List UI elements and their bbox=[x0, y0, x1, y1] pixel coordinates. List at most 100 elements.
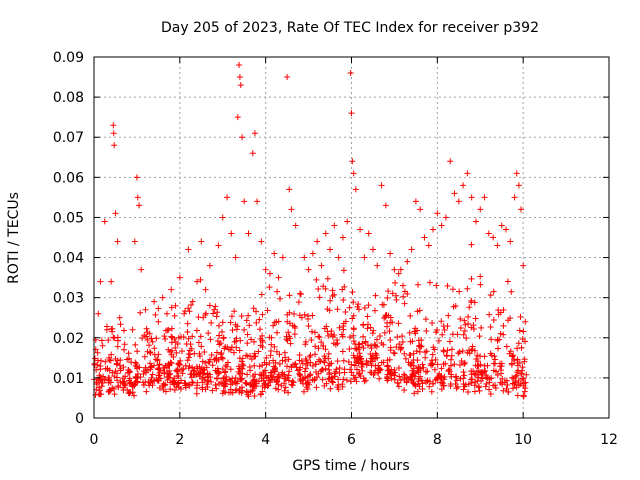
data-point bbox=[224, 194, 231, 201]
data-point bbox=[487, 292, 494, 299]
data-point bbox=[271, 250, 278, 257]
data-point bbox=[312, 351, 319, 358]
data-point bbox=[410, 370, 417, 377]
data-point bbox=[410, 379, 417, 386]
data-point bbox=[102, 358, 109, 365]
data-point bbox=[297, 371, 304, 378]
data-point bbox=[418, 337, 425, 344]
data-point bbox=[340, 267, 347, 274]
data-point bbox=[261, 380, 268, 387]
data-point bbox=[373, 336, 380, 343]
data-point bbox=[416, 342, 423, 349]
data-point bbox=[140, 379, 147, 386]
data-point bbox=[319, 366, 326, 373]
data-point bbox=[456, 288, 463, 295]
data-point bbox=[285, 389, 292, 396]
data-point bbox=[439, 331, 446, 338]
data-point bbox=[457, 316, 464, 323]
data-point bbox=[500, 387, 507, 394]
data-point bbox=[519, 376, 526, 383]
data-point bbox=[486, 311, 493, 318]
data-point bbox=[239, 355, 246, 362]
data-point bbox=[174, 381, 181, 388]
data-point bbox=[237, 82, 244, 89]
data-point bbox=[136, 202, 143, 209]
data-point bbox=[159, 294, 166, 301]
data-point bbox=[343, 377, 350, 384]
data-point bbox=[433, 376, 440, 383]
data-point bbox=[517, 313, 524, 320]
data-point bbox=[492, 384, 499, 391]
data-point bbox=[202, 286, 209, 293]
data-point bbox=[274, 288, 281, 295]
data-point bbox=[247, 353, 254, 360]
data-point bbox=[270, 374, 277, 381]
data-point bbox=[434, 210, 441, 217]
data-point bbox=[238, 358, 245, 365]
data-point bbox=[94, 349, 101, 356]
data-point bbox=[309, 328, 316, 335]
data-point bbox=[201, 348, 208, 355]
data-point bbox=[517, 370, 524, 377]
data-point bbox=[164, 327, 171, 334]
data-point bbox=[475, 384, 482, 391]
data-point bbox=[244, 331, 251, 338]
data-point bbox=[503, 226, 509, 233]
data-point bbox=[353, 345, 360, 352]
data-point bbox=[431, 366, 438, 373]
data-point bbox=[243, 352, 250, 359]
data-point bbox=[244, 371, 251, 378]
data-point bbox=[237, 370, 244, 377]
data-point bbox=[458, 358, 465, 365]
data-point bbox=[369, 246, 376, 253]
data-point bbox=[106, 386, 113, 393]
data-point bbox=[302, 365, 309, 372]
data-point bbox=[225, 346, 232, 353]
data-point bbox=[350, 170, 357, 177]
data-point bbox=[166, 374, 173, 381]
data-point bbox=[367, 369, 374, 376]
data-point bbox=[273, 348, 280, 355]
data-point bbox=[243, 388, 250, 395]
data-point bbox=[414, 381, 421, 388]
data-point bbox=[350, 326, 357, 333]
data-point bbox=[218, 328, 225, 335]
data-point bbox=[490, 316, 497, 323]
data-point bbox=[151, 351, 158, 358]
data-point bbox=[215, 369, 222, 376]
data-point bbox=[319, 376, 326, 383]
data-point bbox=[246, 364, 253, 371]
data-point bbox=[417, 206, 424, 213]
data-point bbox=[133, 174, 140, 181]
data-point bbox=[249, 387, 256, 394]
data-point bbox=[220, 335, 227, 342]
data-point bbox=[414, 368, 421, 375]
data-point bbox=[132, 359, 139, 366]
data-point bbox=[426, 279, 433, 286]
data-point bbox=[274, 378, 281, 385]
data-point bbox=[238, 365, 245, 372]
data-point bbox=[444, 282, 451, 289]
data-point bbox=[320, 283, 327, 290]
data-point bbox=[305, 322, 312, 329]
data-point bbox=[219, 319, 226, 326]
x-tick-label: 2 bbox=[175, 432, 184, 448]
data-point bbox=[234, 378, 241, 385]
data-point bbox=[391, 366, 398, 373]
data-point bbox=[456, 348, 463, 355]
data-point bbox=[260, 377, 267, 384]
data-point bbox=[515, 182, 522, 189]
data-point bbox=[438, 222, 445, 229]
data-point bbox=[351, 354, 358, 361]
data-point bbox=[422, 354, 429, 361]
data-point bbox=[504, 278, 511, 285]
data-point bbox=[503, 385, 510, 392]
data-point bbox=[152, 356, 159, 363]
data-point bbox=[298, 377, 305, 384]
data-point bbox=[129, 326, 136, 333]
data-point bbox=[304, 313, 311, 320]
data-point bbox=[271, 368, 278, 375]
data-point bbox=[288, 206, 295, 213]
data-point bbox=[329, 379, 336, 386]
